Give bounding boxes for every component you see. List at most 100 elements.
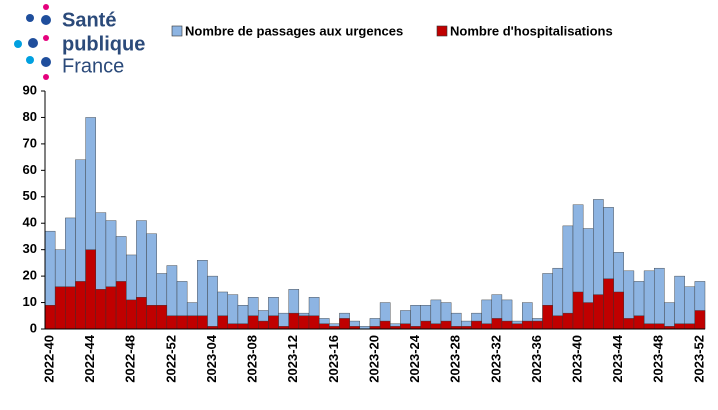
bar: [511, 323, 523, 330]
legend-label: Nombre de passages aux urgences: [185, 23, 403, 38]
x-tick-label: 2023-40: [570, 335, 585, 383]
logo-dot: [14, 40, 22, 48]
bar: [471, 320, 482, 330]
bar: [288, 312, 300, 330]
bar: [664, 302, 675, 330]
bar: [85, 249, 96, 330]
logo-dot: [41, 15, 51, 25]
y-tick-label: 50: [23, 188, 37, 203]
x-tick-label: 2023-04: [204, 334, 219, 382]
bar: [522, 320, 533, 330]
bar: [126, 299, 137, 330]
bar: [684, 286, 696, 330]
x-tick-label: 2023-24: [407, 334, 422, 382]
bar: [75, 281, 86, 330]
y-tick-label: 20: [23, 268, 37, 283]
bar: [136, 297, 147, 330]
bar: [339, 318, 350, 330]
bar: [481, 323, 492, 330]
y-tick-label: 60: [23, 162, 37, 177]
bar: [65, 286, 76, 330]
x-tick-label: 2022-44: [82, 334, 97, 382]
logo: Santé publique France: [14, 4, 145, 80]
logo-text: France: [62, 55, 124, 77]
x-tick-label: 2023-48: [651, 335, 666, 383]
bar: [298, 315, 310, 330]
bar: [166, 315, 178, 330]
bar: [562, 312, 574, 330]
logo-dot: [28, 38, 38, 48]
logo-dot: [43, 35, 49, 41]
bar: [44, 305, 56, 330]
logo-text: Santé: [62, 9, 116, 31]
bar: [542, 305, 553, 330]
bar: [54, 286, 66, 330]
bar: [410, 305, 421, 330]
bar: [400, 323, 411, 330]
bar: [694, 310, 706, 330]
bar: [440, 320, 452, 330]
bar: [491, 318, 503, 330]
logo-dot: [41, 57, 51, 67]
y-tick-label: 30: [23, 241, 37, 256]
logo-dot: [26, 14, 34, 22]
bar: [532, 320, 543, 330]
x-tick-label: 2022-40: [42, 335, 57, 383]
bar: [247, 315, 259, 330]
bar: [501, 320, 513, 330]
bar: [674, 275, 685, 330]
bar: [95, 289, 107, 330]
bar: [582, 302, 594, 330]
x-tick-label: 2023-08: [245, 335, 260, 383]
y-tick-label: 90: [23, 82, 37, 97]
bar: [308, 315, 320, 330]
bar: [674, 323, 685, 330]
bar: [115, 281, 127, 330]
bar: [207, 275, 218, 330]
x-tick-label: 2023-12: [285, 335, 300, 383]
x-tick-label: 2023-20: [366, 335, 381, 383]
bar: [217, 315, 228, 330]
bar: [623, 318, 635, 330]
bar: [237, 323, 249, 330]
x-tick-label: 2023-36: [529, 335, 544, 383]
x-tick-label: 2023-28: [448, 335, 463, 383]
bar: [643, 323, 655, 330]
bar: [654, 267, 665, 330]
bar: [420, 320, 432, 330]
x-tick-label: 2023-44: [610, 334, 625, 382]
x-tick-label: 2022-52: [163, 335, 178, 383]
x-tick-label: 2023-52: [691, 335, 706, 383]
bar: [572, 291, 584, 330]
y-tick-label: 80: [23, 109, 37, 124]
logo-text: publique: [62, 33, 145, 55]
bar: [176, 315, 188, 330]
bar: [258, 320, 269, 330]
legend-swatch: [171, 25, 183, 37]
x-tick-label: 2023-32: [488, 335, 503, 383]
y-tick-label: 40: [23, 215, 37, 230]
bar: [613, 291, 624, 330]
y-tick-label: 0: [30, 320, 37, 335]
bar: [379, 320, 391, 330]
logo-dot: [43, 74, 49, 80]
x-tick-label: 2022-48: [123, 335, 138, 383]
bar: [593, 294, 604, 330]
bar: [643, 270, 655, 330]
bar: [186, 315, 198, 330]
bar: [318, 323, 330, 330]
bar: [268, 315, 279, 330]
bar: [105, 286, 117, 330]
bar: [603, 278, 614, 330]
legend-label: Nombre d'hospitalisations: [450, 23, 613, 38]
bar: [654, 323, 665, 330]
bar: [430, 323, 442, 330]
x-tick-label: 2023-16: [326, 335, 341, 383]
bar: [156, 305, 168, 330]
bar: [552, 315, 564, 330]
bar: [633, 315, 645, 330]
logo-dot: [26, 56, 34, 64]
bar: [684, 323, 696, 330]
bar: [197, 315, 208, 330]
